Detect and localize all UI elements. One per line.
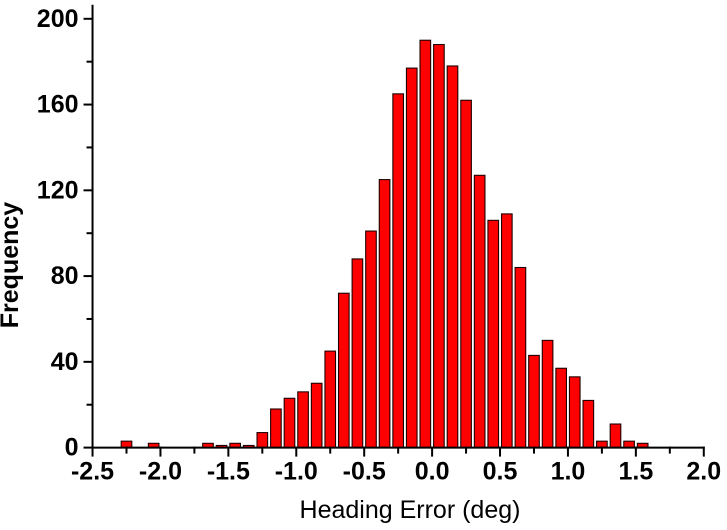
svg-text:40: 40 (51, 348, 79, 376)
svg-text:0.5: 0.5 (483, 458, 518, 486)
svg-text:160: 160 (37, 91, 79, 119)
svg-text:-2.0: -2.0 (139, 458, 182, 486)
svg-text:1.5: 1.5 (618, 458, 653, 486)
svg-text:Frequency: Frequency (0, 202, 24, 329)
svg-text:Heading Error (deg): Heading Error (deg) (300, 496, 521, 524)
svg-text:80: 80 (51, 262, 79, 290)
svg-text:1.0: 1.0 (551, 458, 586, 486)
svg-text:-2.5: -2.5 (71, 458, 114, 486)
svg-text:2.0: 2.0 (686, 458, 721, 486)
svg-text:-1.0: -1.0 (275, 458, 318, 486)
svg-text:200: 200 (37, 5, 79, 33)
svg-text:0.0: 0.0 (415, 458, 450, 486)
svg-text:-1.5: -1.5 (207, 458, 250, 486)
svg-text:-0.5: -0.5 (343, 458, 386, 486)
svg-text:120: 120 (37, 176, 79, 204)
